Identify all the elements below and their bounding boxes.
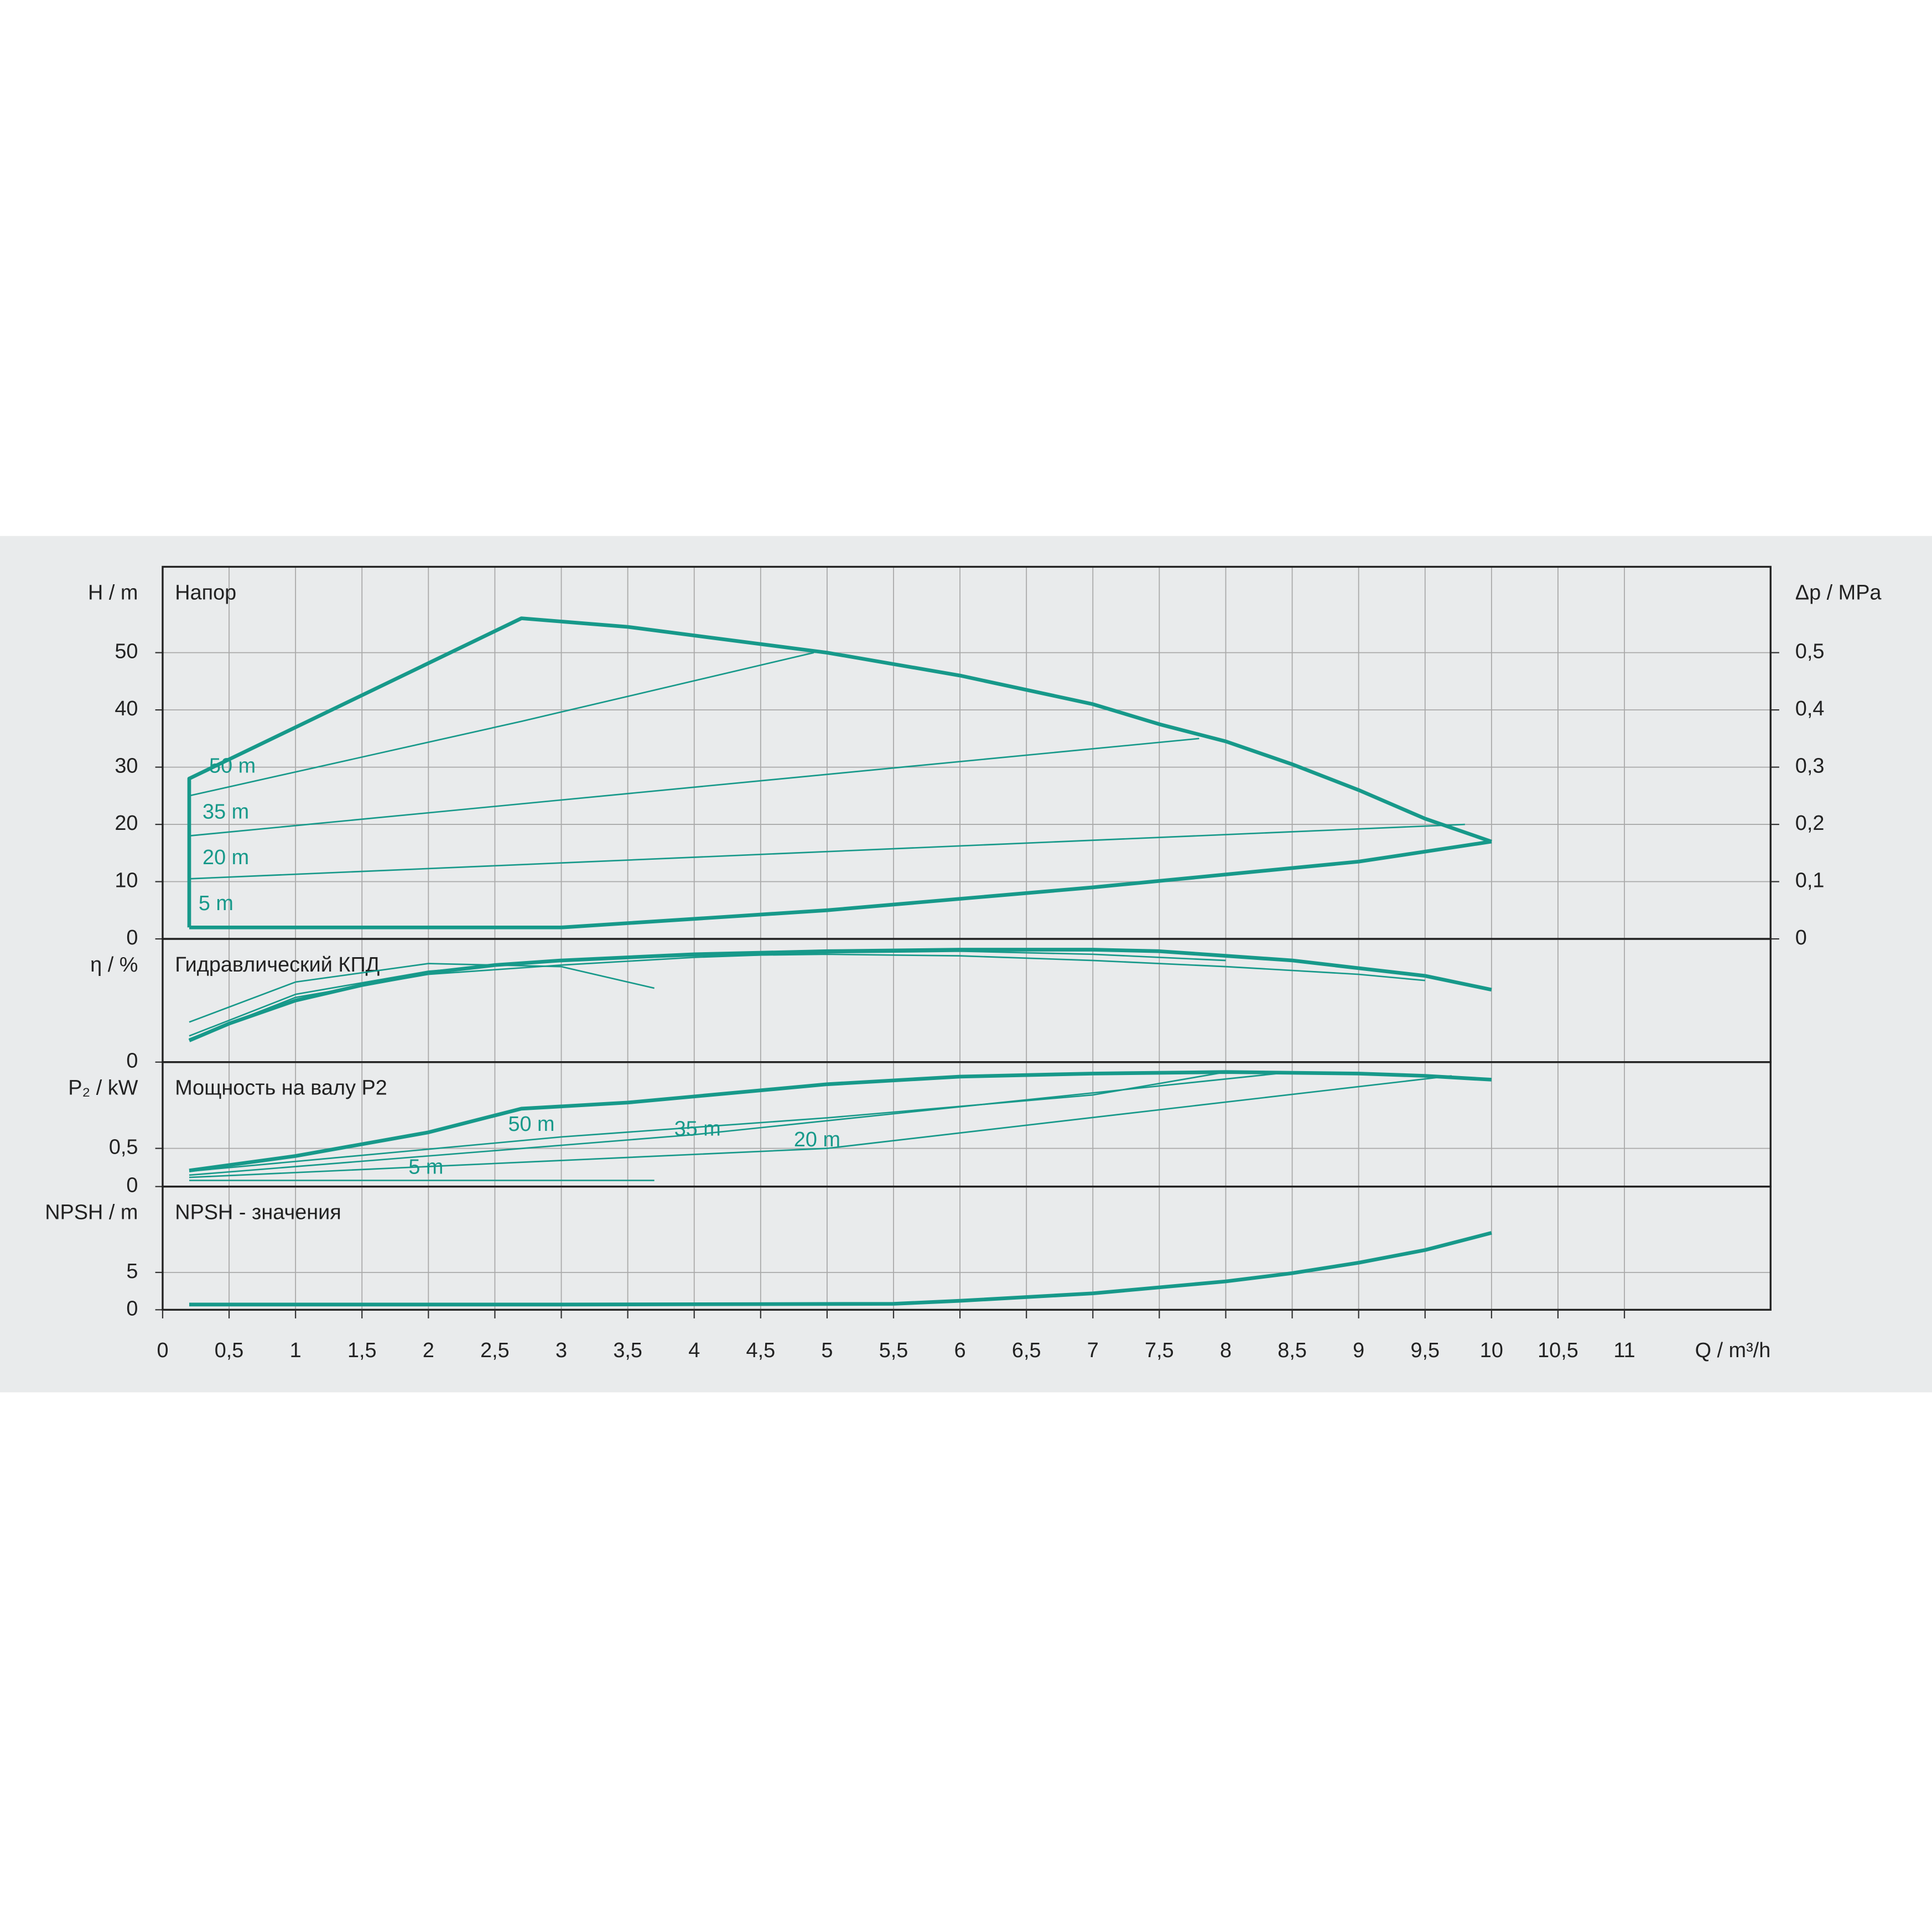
panel-title: Напор <box>175 581 236 604</box>
x-tick-label: 8 <box>1220 1339 1232 1362</box>
y2-tick-label: 0,1 <box>1795 869 1825 892</box>
series-line <box>189 1075 1452 1178</box>
x-tick-label: 0,5 <box>215 1339 244 1362</box>
x-tick-label: 1 <box>290 1339 302 1362</box>
y-tick-label: 10 <box>115 869 138 892</box>
series-line <box>189 950 1226 1040</box>
series-line <box>189 738 1199 837</box>
y-axis-label: H / m <box>88 581 138 604</box>
series-line <box>187 616 1492 928</box>
x-tick-label: 3 <box>555 1339 567 1362</box>
x-tick-label: 0 <box>157 1339 168 1362</box>
curve-annotation: 50 m <box>209 755 256 778</box>
x-tick-label: 3,5 <box>613 1339 642 1362</box>
y-tick-label: 20 <box>115 812 138 835</box>
y2-axis-label: Δp / MPa <box>1795 581 1882 604</box>
y-tick-label: 40 <box>115 697 138 720</box>
y-axis-label: η / % <box>90 953 138 977</box>
curve-annotation: 5 m <box>408 1156 443 1179</box>
x-tick-label: 2,5 <box>480 1339 510 1362</box>
series-line <box>189 652 814 797</box>
y-tick-label: 0 <box>126 1174 138 1197</box>
series-line <box>189 1071 1292 1176</box>
y-tick-label: 5 <box>126 1260 138 1283</box>
x-tick-label: 9 <box>1353 1339 1364 1362</box>
x-tick-label: 4 <box>688 1339 700 1362</box>
curve-annotation: 35 m <box>674 1118 721 1141</box>
x-tick-label: 5 <box>821 1339 833 1362</box>
x-tick-label: 5,5 <box>879 1339 908 1362</box>
y-tick-label: 0 <box>126 1297 138 1320</box>
y-tick-label: 0 <box>126 926 138 949</box>
x-tick-label: 4,5 <box>746 1339 776 1362</box>
x-tick-label: 8,5 <box>1277 1339 1307 1362</box>
y-axis-label: NPSH / m <box>45 1201 138 1224</box>
curve-annotation: 50 m <box>508 1113 554 1136</box>
panel-title: Мощность на валу P2 <box>175 1077 387 1100</box>
x-tick-label: 6,5 <box>1012 1339 1041 1362</box>
y2-tick-label: 0,2 <box>1795 812 1825 835</box>
y2-tick-label: 0,4 <box>1795 697 1825 720</box>
x-tick-label: 10 <box>1480 1339 1503 1362</box>
y-tick-label: 0,5 <box>109 1136 138 1159</box>
x-tick-label: 9,5 <box>1410 1339 1440 1362</box>
y2-tick-label: 0,3 <box>1795 755 1825 778</box>
x-tick-label: 1,5 <box>347 1339 377 1362</box>
curve-annotation: 5 m <box>199 892 233 915</box>
series-line <box>189 1231 1492 1307</box>
series-line <box>189 839 1492 929</box>
y2-tick-label: 0,5 <box>1795 640 1825 663</box>
panel-title: NPSH - значения <box>175 1201 341 1224</box>
panel-title: Гидравлический КПД <box>175 953 380 977</box>
curve-annotation: 20 m <box>794 1128 840 1151</box>
y-tick-label: 30 <box>115 755 138 778</box>
y-tick-label: 0 <box>126 1050 138 1073</box>
series-line <box>189 1071 1226 1172</box>
series-line <box>189 1070 1492 1172</box>
x-tick-label: 10,5 <box>1538 1339 1578 1362</box>
x-tick-label: 11 <box>1613 1339 1635 1362</box>
x-axis-label: Q / m³/h <box>1695 1339 1771 1362</box>
x-tick-label: 2 <box>423 1339 434 1362</box>
curve-annotation: 20 m <box>202 846 249 869</box>
x-tick-label: 7 <box>1087 1339 1099 1362</box>
y-tick-label: 50 <box>115 640 138 663</box>
y2-tick-label: 0 <box>1795 926 1807 949</box>
x-tick-label: 7,5 <box>1145 1339 1174 1362</box>
x-tick-label: 6 <box>954 1339 966 1362</box>
y-axis-label: P₂ / kW <box>68 1077 138 1100</box>
curve-annotation: 35 m <box>202 800 249 823</box>
series-line <box>189 953 1425 1037</box>
series-line <box>189 963 655 1023</box>
panel-frame <box>162 1185 1772 1311</box>
series-line <box>189 823 1465 880</box>
